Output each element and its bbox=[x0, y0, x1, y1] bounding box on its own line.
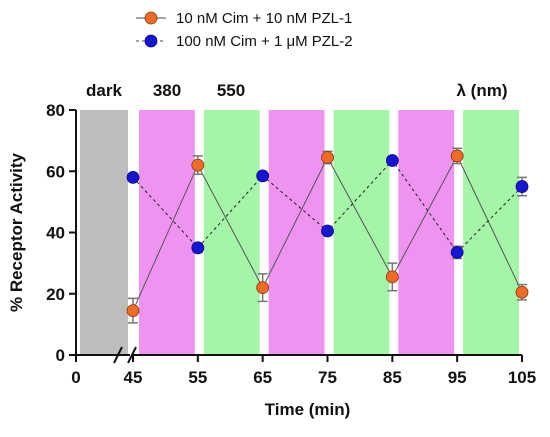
y-tick-label: 0 bbox=[56, 346, 65, 365]
series-2-point bbox=[191, 241, 205, 255]
band-uv bbox=[139, 110, 195, 355]
series-1-point bbox=[126, 304, 140, 317]
series-1-point bbox=[256, 281, 270, 295]
series-1-point bbox=[191, 158, 205, 172]
series-2-point bbox=[126, 170, 140, 184]
legend-label-2: 100 nM Cim + 1 μM PZL-2 bbox=[176, 33, 353, 50]
x-tick-label: 95 bbox=[448, 368, 467, 387]
series-1-point bbox=[321, 151, 334, 164]
y-tick-label: 40 bbox=[46, 224, 65, 243]
y-tick-label: 60 bbox=[46, 162, 65, 181]
y-tick-label: 20 bbox=[46, 285, 65, 304]
light-bands bbox=[80, 110, 519, 355]
legend-marker-1 bbox=[144, 11, 158, 25]
band-green bbox=[333, 110, 390, 355]
x-tick-label: 45 bbox=[124, 368, 143, 387]
x-tick-label: 85 bbox=[383, 368, 402, 387]
band-uv bbox=[268, 110, 325, 355]
band-uv bbox=[398, 110, 455, 355]
x-tick-label: 65 bbox=[253, 368, 272, 387]
x-tick-label: 55 bbox=[188, 368, 207, 387]
legend-label-1: 10 nM Cim + 10 nM PZL-1 bbox=[176, 10, 352, 27]
axis-break-mark bbox=[113, 346, 123, 364]
x-tick-label: 105 bbox=[508, 368, 536, 387]
band-label-uv: 380 bbox=[153, 81, 181, 100]
legend: 10 nM Cim + 10 nM PZL-1 100 nM Cim + 1 μM… bbox=[136, 10, 353, 50]
band-dark bbox=[80, 110, 128, 355]
band-green bbox=[203, 110, 260, 355]
series-2-point bbox=[256, 169, 270, 183]
series-2-point bbox=[450, 246, 464, 259]
band-label-lambda: λ (nm) bbox=[457, 81, 508, 100]
x-tick-label: 0 bbox=[71, 368, 80, 387]
band-green bbox=[463, 110, 519, 355]
axes: 0 20 40 60 80 0 45 55 65 75 85 95 105 bbox=[46, 101, 536, 387]
series-2-point bbox=[321, 224, 334, 238]
series-1-point bbox=[515, 285, 529, 299]
band-label-dark: dark bbox=[86, 81, 122, 100]
data-series bbox=[126, 147, 529, 324]
series-1-point bbox=[450, 149, 464, 163]
x-tick-label: 75 bbox=[318, 368, 337, 387]
legend-marker-2 bbox=[144, 34, 158, 48]
series-2-point bbox=[385, 154, 399, 167]
y-axis-title: % Receptor Activity bbox=[7, 152, 26, 312]
x-axis-title: Time (min) bbox=[265, 400, 351, 419]
y-tick-label: 80 bbox=[46, 101, 65, 120]
band-label-green: 550 bbox=[217, 81, 245, 100]
series-1-point bbox=[385, 270, 399, 284]
series-2-point bbox=[515, 180, 529, 193]
